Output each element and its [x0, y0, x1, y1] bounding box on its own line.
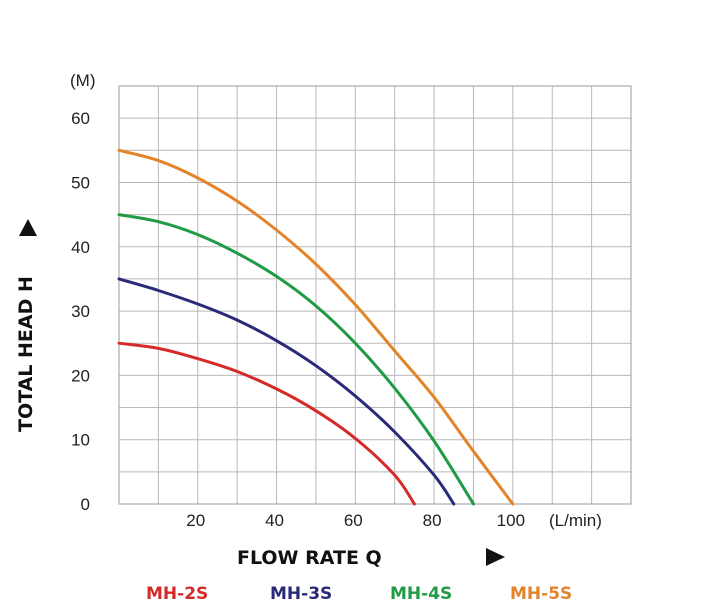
x-tick-label: 80 — [423, 511, 442, 530]
y-tick-label: 20 — [71, 366, 90, 385]
y-tick-label: 30 — [71, 302, 90, 321]
x-tick-label: 100 — [497, 511, 525, 530]
x-axis-title-text: FLOW RATE Q — [237, 547, 382, 569]
series-lines — [117, 148, 515, 506]
series-line-mh-2s — [117, 341, 416, 506]
series-line-mh-3s — [117, 277, 456, 506]
y-axis-arrow-icon — [19, 219, 37, 236]
tick-labels: 0 10 20 30 40 50 60 20 40 60 80 100 — [71, 109, 525, 530]
legend-item-mh-2s: MH-2S — [146, 584, 208, 604]
y-tick-label: 40 — [71, 238, 90, 257]
series-line-mh-4s — [117, 213, 475, 506]
y-tick-label: 60 — [71, 109, 90, 128]
grid — [118, 85, 632, 505]
legend-item-mh-4s: MH-4S — [390, 584, 452, 604]
plot-frame — [118, 85, 632, 505]
legend-item-mh-5s: MH-5S — [510, 584, 572, 604]
legend-item-mh-3s: MH-3S — [270, 584, 332, 604]
x-axis-title: FLOW RATE Q — [237, 547, 505, 569]
x-axis-unit: (L/min) — [549, 511, 602, 530]
x-axis-arrow-icon — [486, 548, 505, 566]
x-tick-label: 20 — [186, 511, 205, 530]
legend: MH-2S MH-3S MH-4S MH-5S — [146, 584, 572, 604]
y-tick-label: 0 — [81, 495, 90, 514]
y-axis-unit: (M) — [70, 71, 95, 90]
y-tick-label: 10 — [71, 431, 90, 450]
x-tick-label: 40 — [265, 511, 284, 530]
series-line-mh-5s — [117, 148, 515, 506]
y-axis-title: TOTAL HEAD H — [15, 219, 37, 432]
x-tick-label: 60 — [344, 511, 363, 530]
y-axis-title-text: TOTAL HEAD H — [15, 276, 37, 432]
y-tick-label: 50 — [71, 173, 90, 192]
